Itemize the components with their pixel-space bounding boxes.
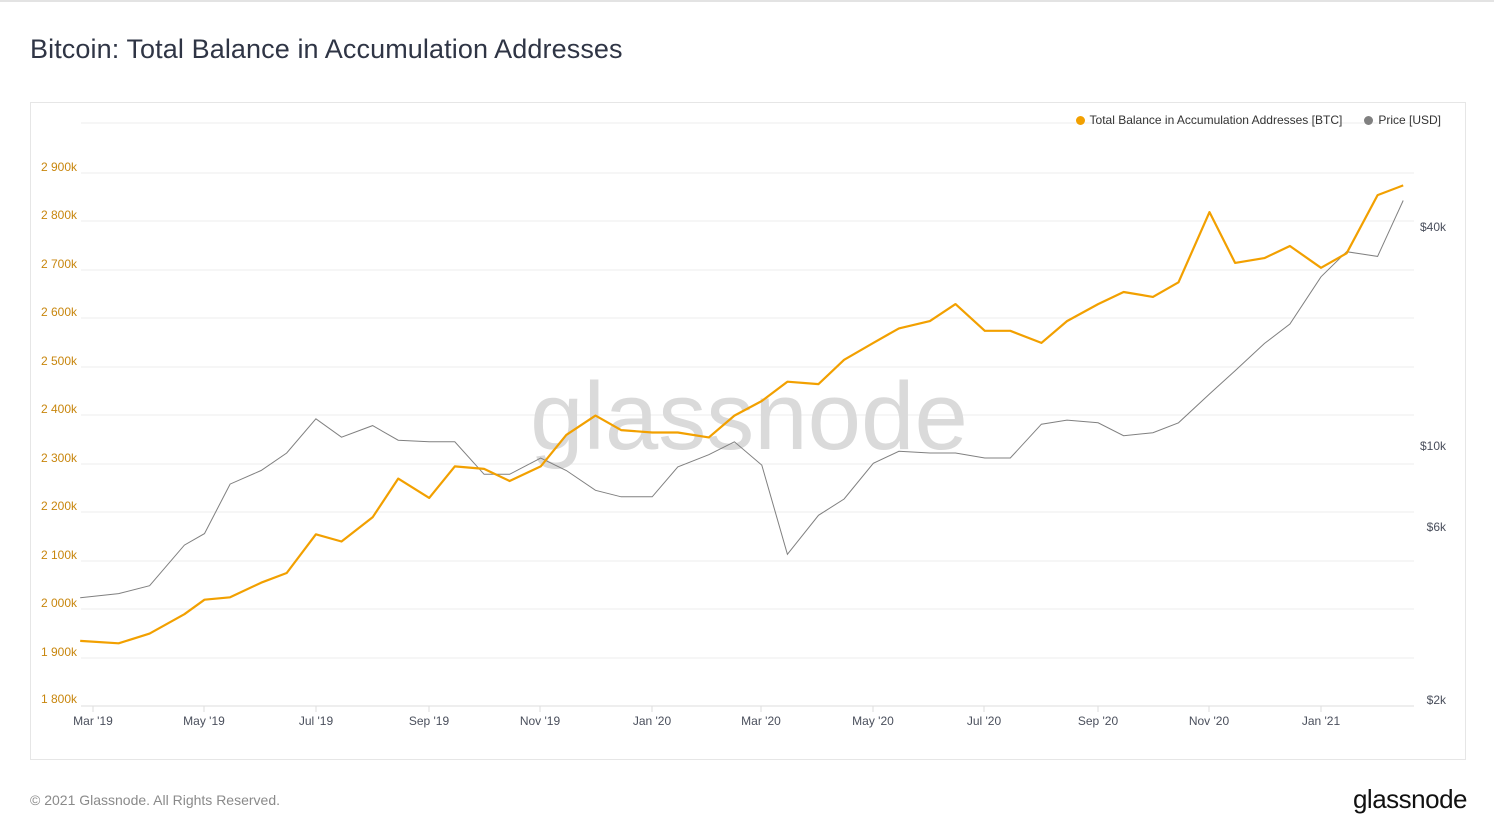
svg-text:2 700k: 2 700k	[41, 257, 78, 271]
legend-item-balance[interactable]: Total Balance in Accumulation Addresses …	[1075, 113, 1343, 127]
svg-text:Sep '19: Sep '19	[409, 714, 450, 728]
y-axis-left: 1 800k 1 900k 2 000k 2 100k 2 200k 2 300…	[41, 160, 78, 706]
svg-text:$40k: $40k	[1420, 220, 1447, 234]
balance-series-line[interactable]	[80, 184, 1404, 645]
svg-text:Nov '19: Nov '19	[520, 714, 561, 728]
watermark: glassnode	[530, 363, 968, 470]
svg-text:2 200k: 2 200k	[41, 499, 78, 513]
chart-panel: glassnode 1 800k 1 900k 2 000k 2 100k 2 …	[30, 102, 1466, 760]
svg-text:1 800k: 1 800k	[41, 692, 78, 706]
legend: Total Balance in Accumulation Addresses …	[1075, 113, 1441, 127]
gray-dot-icon	[1364, 115, 1374, 125]
svg-text:Jan '21: Jan '21	[1302, 714, 1341, 728]
svg-text:1 900k: 1 900k	[41, 645, 78, 659]
svg-text:2 800k: 2 800k	[41, 208, 78, 222]
legend-label-price: Price [USD]	[1378, 113, 1441, 127]
svg-text:Mar '19: Mar '19	[73, 714, 113, 728]
svg-text:2 000k: 2 000k	[41, 596, 78, 610]
legend-label-balance: Total Balance in Accumulation Addresses …	[1089, 113, 1343, 127]
svg-text:2 600k: 2 600k	[41, 305, 78, 319]
page-title: Bitcoin: Total Balance in Accumulation A…	[30, 34, 623, 64]
svg-text:$10k: $10k	[1420, 439, 1447, 453]
y-axis-right: $2k $6k $10k $40k	[1420, 220, 1447, 707]
svg-text:Sep '20: Sep '20	[1078, 714, 1119, 728]
svg-text:2 100k: 2 100k	[41, 548, 78, 562]
price-series-line[interactable]	[80, 200, 1404, 599]
svg-text:2 900k: 2 900k	[41, 160, 78, 174]
svg-text:$2k: $2k	[1427, 693, 1447, 707]
copyright-text: © 2021 Glassnode. All Rights Reserved.	[30, 792, 281, 808]
svg-text:May '19: May '19	[183, 714, 225, 728]
line-chart[interactable]: glassnode 1 800k 1 900k 2 000k 2 100k 2 …	[31, 103, 1467, 761]
svg-text:May '20: May '20	[852, 714, 894, 728]
glassnode-logo[interactable]: glassnode	[1352, 784, 1468, 814]
svg-text:Jul '20: Jul '20	[967, 714, 1002, 728]
svg-text:Mar '20: Mar '20	[741, 714, 781, 728]
svg-text:2 500k: 2 500k	[41, 354, 78, 368]
svg-text:2 400k: 2 400k	[41, 402, 78, 416]
svg-text:Jan '20: Jan '20	[633, 714, 672, 728]
x-axis: Mar '19 May '19 Jul '19 Sep '19 Nov '19 …	[73, 706, 1340, 728]
svg-text:Nov '20: Nov '20	[1189, 714, 1230, 728]
legend-item-price[interactable]: Price [USD]	[1364, 113, 1441, 127]
svg-text:2 300k: 2 300k	[41, 451, 78, 465]
svg-text:$6k: $6k	[1427, 520, 1447, 534]
top-border	[0, 0, 1494, 2]
orange-dot-icon	[1075, 115, 1085, 125]
svg-text:Jul '19: Jul '19	[299, 714, 334, 728]
gridlines	[81, 122, 1414, 707]
